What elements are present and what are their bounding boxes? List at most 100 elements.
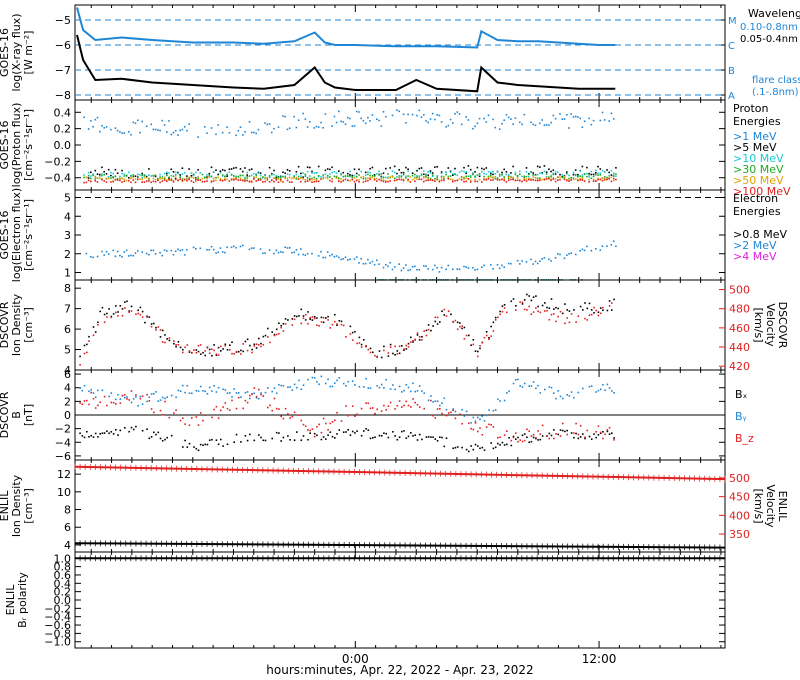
data-point->1 MeV <box>235 134 237 137</box>
data-point-density <box>389 343 392 346</box>
data-point->10 MeV <box>92 173 94 175</box>
data-point->10 MeV <box>333 171 336 173</box>
data-point-velocity <box>186 344 189 346</box>
y-tick-label: 0.2 <box>54 586 72 599</box>
data-point-density <box>427 324 430 326</box>
data-point->30 MeV <box>443 177 445 180</box>
data-point-Bz <box>197 424 200 426</box>
data-point->100 MeV <box>300 180 302 183</box>
data-point-velocity <box>130 310 133 312</box>
data-point->100 MeV <box>257 179 260 181</box>
data-point-velocity <box>608 305 611 307</box>
data-point->5 MeV <box>230 168 233 170</box>
data-point->50 MeV <box>550 178 552 180</box>
data-point-By <box>376 385 378 387</box>
legend-title: Proton <box>733 102 768 115</box>
data-point->2 MeV <box>199 247 202 250</box>
legend-entry: >50 MeV <box>733 174 784 187</box>
data-point-density <box>398 352 401 355</box>
data-point->100 MeV <box>280 178 282 181</box>
data-point-density <box>425 329 428 332</box>
data-point-By <box>320 375 323 378</box>
data-point->2 MeV <box>212 248 215 251</box>
data-point->50 MeV <box>572 178 575 181</box>
data-point->30 MeV <box>221 174 224 176</box>
data-point->30 MeV <box>472 173 474 176</box>
data-point->10 MeV <box>181 173 184 175</box>
data-point->30 MeV <box>534 174 537 176</box>
data-point->10 MeV <box>505 173 508 176</box>
data-point->100 MeV <box>420 178 423 181</box>
data-point->5 MeV <box>550 170 552 173</box>
data-point-velocity <box>398 345 401 348</box>
data-point->5 MeV <box>311 170 313 173</box>
data-point-velocity <box>139 313 142 316</box>
data-point-Bx <box>590 438 593 440</box>
data-point->1 MeV <box>534 124 537 127</box>
data-point->50 MeV <box>255 176 257 178</box>
data-point->5 MeV <box>190 175 193 177</box>
data-point->50 MeV <box>186 178 188 180</box>
data-point->30 MeV <box>382 176 385 179</box>
data-point-By <box>275 392 278 394</box>
data-point->30 MeV <box>237 175 240 178</box>
legend-entry: Bₓ <box>735 388 748 401</box>
data-point->100 MeV <box>407 178 409 181</box>
data-point->1 MeV <box>349 117 351 120</box>
data-point->50 MeV <box>284 177 286 180</box>
data-point-velocity <box>197 344 200 347</box>
data-point->5 MeV <box>423 173 425 176</box>
data-point->1 MeV <box>302 112 304 115</box>
y-tick-label: 5 <box>64 344 71 357</box>
data-point->30 MeV <box>179 176 181 178</box>
data-point-density <box>488 337 490 339</box>
legend-entry: 0.05-0.4nm <box>740 34 798 45</box>
data-point->100 MeV <box>128 179 130 182</box>
data-point->30 MeV <box>333 175 336 178</box>
data-point->2 MeV <box>130 254 132 257</box>
data-point->100 MeV <box>179 178 181 180</box>
data-point->30 MeV <box>210 175 213 178</box>
data-point->5 MeV <box>503 168 505 171</box>
data-point->5 MeV <box>351 174 354 177</box>
data-point->2 MeV <box>166 250 168 252</box>
data-point-velocity <box>584 317 586 320</box>
data-point->10 MeV <box>494 173 497 175</box>
data-point->100 MeV <box>228 180 231 182</box>
data-point-Bx <box>385 432 387 435</box>
data-point-Bz <box>188 424 191 426</box>
data-point-Bx <box>374 436 376 438</box>
data-point->100 MeV <box>309 178 311 181</box>
data-point->50 MeV <box>465 177 467 179</box>
data-point->2 MeV <box>458 268 461 271</box>
data-point-velocity <box>553 313 555 315</box>
data-point-Bx <box>401 430 403 433</box>
data-point->50 MeV <box>277 178 280 180</box>
data-point-Bz <box>215 405 218 408</box>
data-point->50 MeV <box>163 176 166 179</box>
y-axis-label-line: [cm⁻²s⁻¹sr⁻¹] <box>22 109 35 181</box>
data-point-density <box>204 354 206 357</box>
data-point-By <box>613 392 615 394</box>
data-point->5 MeV <box>248 169 251 171</box>
data-point->5 MeV <box>239 168 242 170</box>
data-point-Bz <box>211 416 213 419</box>
data-point->5 MeV <box>559 173 561 176</box>
data-point->5 MeV <box>418 167 421 170</box>
data-point->5 MeV <box>329 168 331 171</box>
data-point->2 MeV <box>548 258 550 261</box>
data-point->100 MeV <box>615 178 617 181</box>
data-point-density <box>494 316 497 319</box>
y2-axis-label-line: [km/s] <box>752 307 765 342</box>
data-point-density <box>550 298 553 300</box>
data-point->5 MeV <box>242 170 244 173</box>
data-point-Bz <box>441 412 443 415</box>
data-point->1 MeV <box>92 125 94 128</box>
data-point->1 MeV <box>440 121 443 123</box>
data-point->2 MeV <box>181 249 184 251</box>
data-point->100 MeV <box>414 180 416 182</box>
data-point-Bz <box>412 398 414 400</box>
data-point->1 MeV <box>286 128 289 131</box>
data-point->50 MeV <box>478 178 481 181</box>
data-point->10 MeV <box>148 174 150 177</box>
